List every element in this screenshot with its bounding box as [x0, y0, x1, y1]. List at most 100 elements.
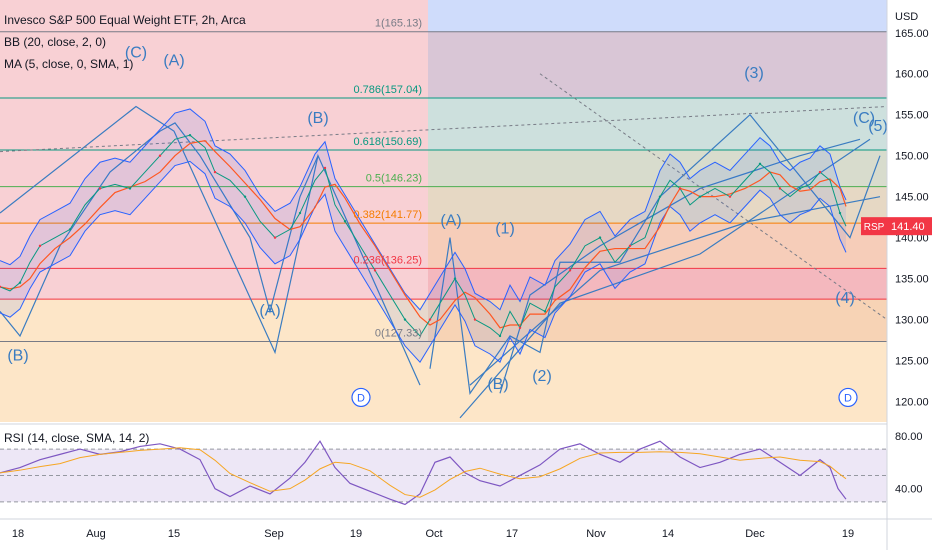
price-point	[128, 187, 132, 190]
bb-upper	[0, 108, 847, 311]
wave-label: (B)	[487, 376, 508, 393]
price-tick: 135.00	[895, 274, 929, 286]
ma-indicator-label[interactable]: MA (5, close, 0, SMA, 1)	[4, 57, 134, 71]
price-tick: 140.00	[895, 233, 929, 245]
fib-labels: 1(165.13) 0.786(157.04) 0.618(150.69) 0.5(1…	[354, 18, 423, 340]
bb-indicator-label[interactable]: BB (20, close, 2, 0)	[4, 35, 107, 49]
bb-fill	[0, 108, 846, 363]
price-point	[778, 187, 782, 190]
time-tick: 14	[662, 528, 674, 540]
fib-zone-2	[428, 98, 887, 151]
wave-label: (C)	[853, 110, 875, 127]
price-point	[598, 236, 602, 239]
fib-zone-7	[428, 299, 887, 342]
rsi-line	[0, 440, 847, 506]
price-tick: 145.00	[895, 192, 929, 204]
wave-label: (A)	[440, 212, 461, 229]
circle-marker-ring	[351, 387, 371, 408]
dashed-trendline	[0, 106, 888, 153]
price-tick: 130.00	[895, 315, 929, 327]
circle-marker-text: D	[357, 392, 365, 404]
price-point	[758, 162, 762, 166]
axis-bg	[887, 0, 932, 550]
drawing-lines	[0, 73, 888, 419]
price-tick: 160.00	[895, 69, 929, 81]
rsi-pane	[0, 423, 887, 506]
last-price-badge	[887, 217, 932, 236]
circle-marker-text: D	[844, 392, 852, 404]
wave-line-0	[0, 105, 421, 386]
price-line	[0, 134, 847, 337]
price-point	[453, 277, 457, 280]
fib-label-4: 0.382(141.77)	[354, 209, 423, 221]
circle-marker: D	[351, 387, 371, 408]
wave-line-1	[0, 122, 319, 338]
circle-marker-ring	[838, 387, 858, 408]
price-point	[68, 228, 72, 231]
price-tick: 150.00	[895, 151, 929, 163]
wave-label: (A)	[163, 53, 184, 70]
rsi-indicator-label[interactable]: RSI (14, close, SMA, 14, 2)	[4, 431, 150, 445]
fib-zone-0	[428, 0, 887, 32]
rsi-ma-line	[0, 447, 847, 498]
price-point	[473, 318, 477, 321]
fib-label-1: 0.786(157.04)	[354, 84, 423, 96]
wave-label: (B)	[307, 110, 328, 127]
price-point	[698, 195, 702, 198]
time-tick: Dec	[745, 528, 765, 540]
time-tick: Aug	[86, 528, 106, 540]
wave-label: (3)	[744, 65, 764, 82]
price-point	[298, 211, 302, 215]
fib-background	[0, 0, 887, 422]
price-point	[403, 318, 407, 321]
price-axis: USD165.00160.00155.00150.00145.00140.001…	[861, 0, 932, 550]
fib-label-3: 0.5(146.23)	[366, 173, 422, 185]
price-point	[543, 310, 547, 313]
price-point	[658, 195, 662, 198]
symbol-badge	[861, 217, 887, 236]
price-point	[38, 244, 42, 248]
price-point	[798, 187, 802, 190]
symbol-badge-text: RSP	[864, 222, 885, 233]
time-axis: 18 Aug 15 Sep 19 Oct 17 Nov 14 Dec 19	[0, 518, 932, 540]
wave-labels: (C) (A)(B)(A)(B)(A) (1)(B) (2)(3)(C)(5)(4)D…	[7, 44, 888, 408]
fib-zone-6	[428, 268, 887, 300]
price-point	[158, 154, 162, 157]
circle-marker: D	[838, 387, 858, 408]
wave-label: (B)	[7, 348, 28, 365]
price-point	[838, 211, 842, 215]
time-tick: 18	[12, 528, 24, 540]
zone-left-top	[0, 0, 428, 32]
wave-label: (4)	[835, 290, 855, 307]
wave-label: (5)	[868, 118, 888, 135]
last-price-text: 141.40	[891, 221, 925, 233]
fib-zone-1	[428, 31, 887, 99]
price-point	[568, 269, 572, 272]
price-tick: 120.00	[895, 397, 929, 409]
price-point	[213, 170, 217, 174]
price-point	[18, 281, 22, 284]
fib-label-6: 0(127.33)	[375, 327, 422, 339]
price-point	[188, 134, 192, 137]
price-tick: 165.00	[895, 28, 929, 40]
price-point	[498, 334, 502, 338]
wave-line-2	[429, 113, 881, 395]
price-point	[728, 195, 732, 198]
time-tick: 15	[168, 528, 180, 540]
time-tick: Oct	[425, 528, 442, 540]
price-point	[273, 236, 277, 239]
time-tick: 17	[506, 528, 518, 540]
wave-line-5	[499, 138, 861, 394]
time-tick: 19	[842, 528, 854, 540]
rsi-tick: 80.00	[895, 431, 923, 443]
price-point	[243, 195, 247, 198]
price-point	[518, 326, 522, 329]
price-tick: 125.00	[895, 356, 929, 368]
wave-line-4	[469, 196, 881, 386]
price-series	[0, 134, 847, 338]
time-tick: Sep	[264, 528, 284, 540]
price-point	[818, 170, 822, 174]
bollinger-bands	[0, 108, 847, 364]
wave-label: (C)	[125, 44, 147, 61]
